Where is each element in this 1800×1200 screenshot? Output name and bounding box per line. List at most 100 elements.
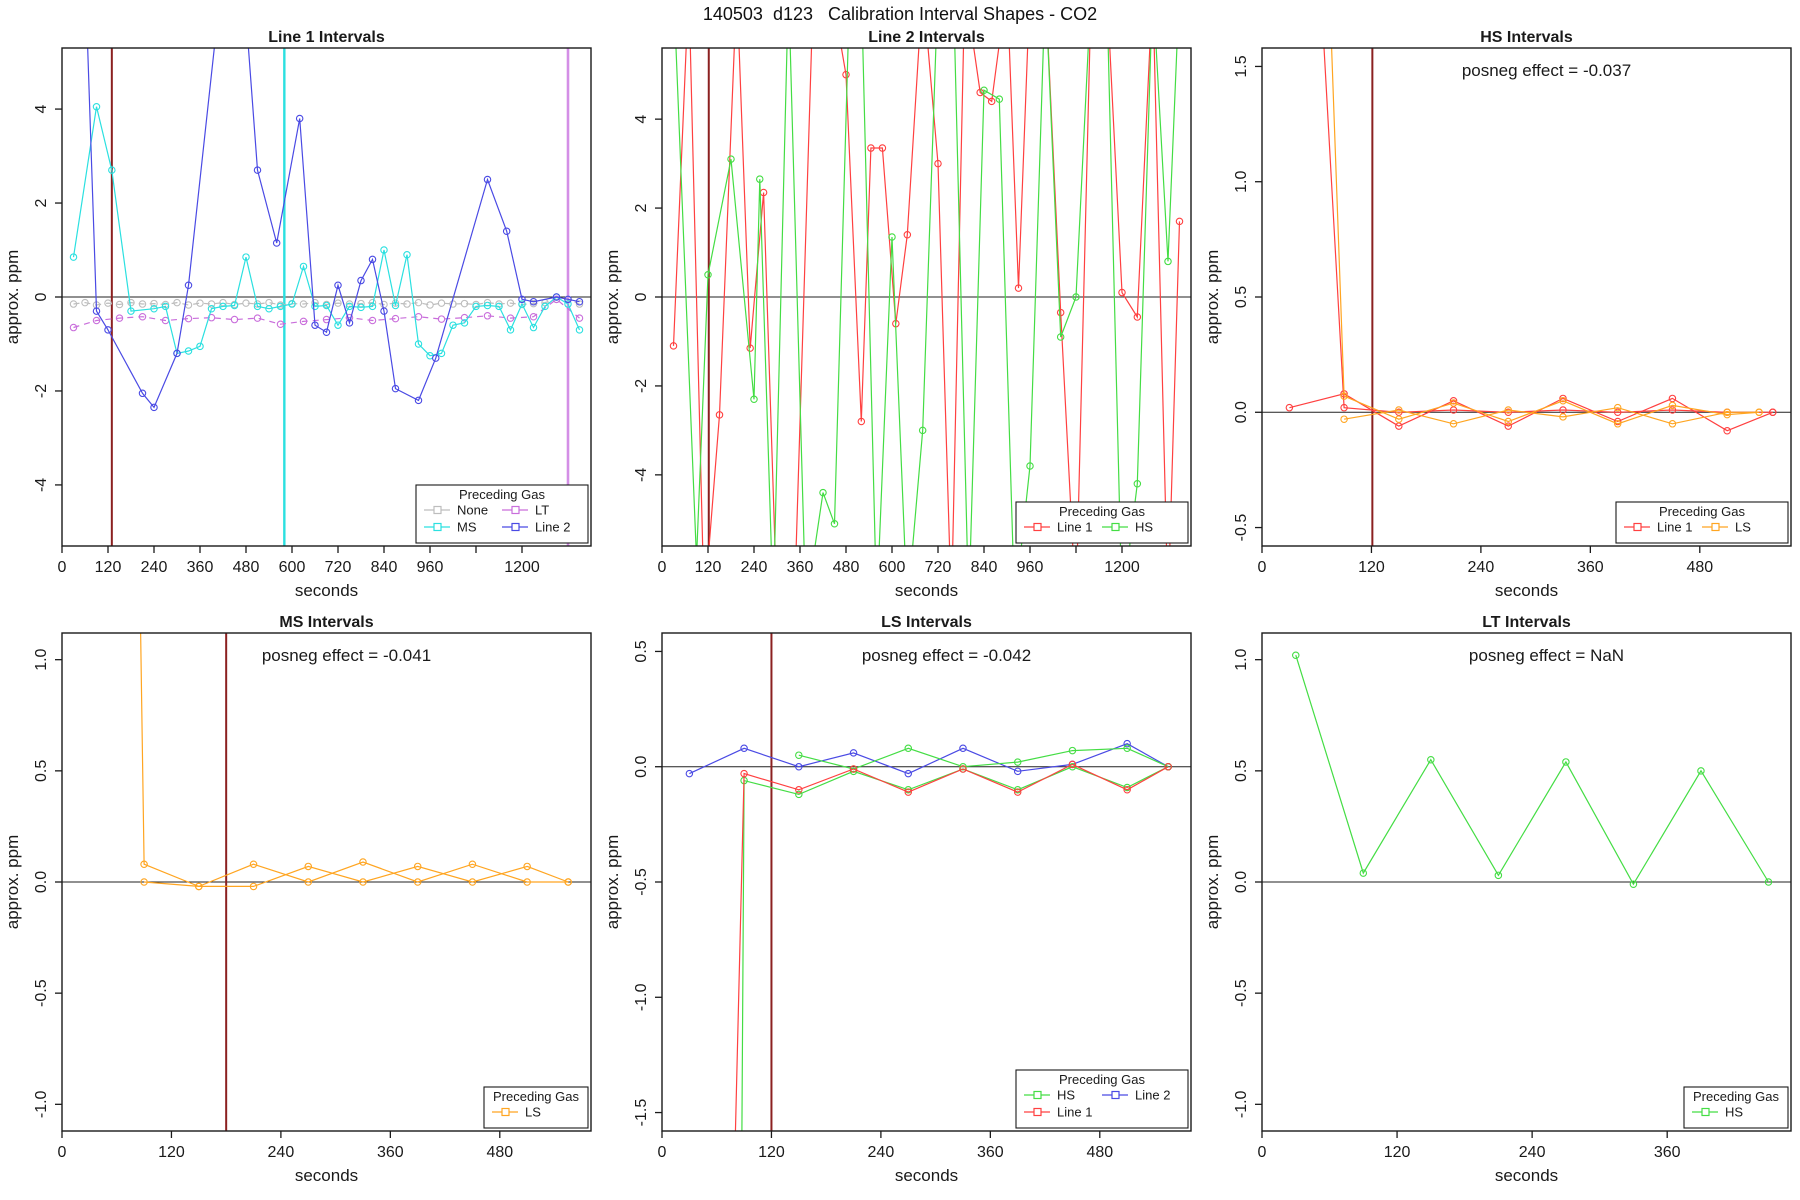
x-axis-label: seconds xyxy=(295,581,358,600)
data-point xyxy=(795,762,803,771)
data-point xyxy=(230,301,239,310)
x-tick-label: 120 xyxy=(1384,1144,1411,1161)
data-point xyxy=(414,396,423,405)
y-tick-label: 2 xyxy=(33,198,50,207)
panel-grid: Line 1 Intervals 0 120 240 360 480 600 720 840 96… xyxy=(0,30,1800,1200)
data-point xyxy=(115,300,124,309)
y-tick-label: -4 xyxy=(633,468,650,482)
data-point xyxy=(948,605,954,611)
data-point xyxy=(460,319,469,327)
data-point xyxy=(140,878,148,886)
y-axis-label: approx. ppm xyxy=(3,250,22,345)
y-tick-label: 0.5 xyxy=(1233,760,1250,782)
data-point xyxy=(575,314,584,322)
data-point xyxy=(299,300,308,308)
legend-item-label: Line 2 xyxy=(535,520,570,535)
data-point xyxy=(774,605,780,611)
data-point xyxy=(140,860,148,868)
data-point xyxy=(1011,605,1017,611)
y-tick-label: -2 xyxy=(633,379,650,393)
data-point xyxy=(842,70,850,79)
data-point xyxy=(669,342,678,350)
data-point xyxy=(249,860,258,868)
data-point xyxy=(334,281,342,290)
data-point xyxy=(249,882,258,891)
data-point xyxy=(727,155,735,163)
series-line-line-2 xyxy=(689,743,1169,775)
data-point xyxy=(502,227,511,235)
data-point xyxy=(104,299,112,307)
x-axis-label: seconds xyxy=(295,1166,358,1185)
y-tick-label: 0 xyxy=(33,292,50,301)
data-point xyxy=(253,302,262,311)
y-axis-label: approx. ppm xyxy=(603,250,622,345)
legend-symbol-marker xyxy=(433,505,442,515)
y-tick-label: 0.5 xyxy=(1233,286,1250,308)
data-point xyxy=(495,302,503,311)
data-point xyxy=(506,326,515,334)
data-point xyxy=(1013,788,1022,796)
x-tick-label: 240 xyxy=(268,1144,295,1161)
data-point xyxy=(359,878,367,886)
data-point xyxy=(1613,408,1622,417)
y-tick-label: -0.5 xyxy=(1233,979,1250,1007)
data-point xyxy=(1504,406,1513,414)
plot-content xyxy=(140,633,572,1131)
x-axis-label: seconds xyxy=(895,581,958,600)
data-point xyxy=(92,307,101,315)
data-point xyxy=(506,299,515,307)
data-point xyxy=(819,488,827,497)
x-tick-label: 720 xyxy=(925,559,952,576)
plot-content xyxy=(685,633,1172,1131)
data-point xyxy=(276,320,285,328)
data-point xyxy=(69,253,78,261)
legend-symbol-marker xyxy=(1033,1107,1042,1117)
x-tick-label: 0 xyxy=(658,1144,667,1161)
data-point xyxy=(1723,410,1731,419)
data-point xyxy=(357,276,365,285)
data-point xyxy=(1697,767,1705,775)
data-point xyxy=(460,299,469,308)
data-point xyxy=(276,302,285,311)
data-point xyxy=(437,349,446,358)
x-tick-label: 120 xyxy=(95,559,122,576)
data-point xyxy=(207,300,216,308)
data-point xyxy=(357,303,365,312)
x-tick-label: 360 xyxy=(187,559,214,576)
x-tick-label: 960 xyxy=(1017,559,1044,576)
x-tick-label: 360 xyxy=(1577,559,1604,576)
y-tick-label: -0.5 xyxy=(1233,514,1250,542)
data-point xyxy=(857,417,866,426)
data-point xyxy=(529,312,538,321)
data-point xyxy=(575,326,584,334)
series-line-hs xyxy=(675,48,1178,546)
x-axis-label: seconds xyxy=(895,1166,958,1185)
data-point xyxy=(1559,413,1567,421)
data-point xyxy=(904,788,913,796)
x-tick-label: 480 xyxy=(1686,559,1713,576)
legend-title: Preceding Gas xyxy=(1059,1072,1145,1087)
plot-content xyxy=(1292,651,1773,888)
y-tick-label: 1.0 xyxy=(33,648,50,670)
y-tick-label: 0.0 xyxy=(33,871,50,893)
data-point xyxy=(69,300,78,308)
y-tick-label: 0.0 xyxy=(1233,871,1250,893)
y-tick-label: 4 xyxy=(633,115,650,124)
data-point xyxy=(523,862,531,871)
data-point xyxy=(1056,308,1065,317)
plot-content xyxy=(1285,48,1777,546)
legend-item-label: HS xyxy=(1725,1105,1743,1120)
x-tick-label: 600 xyxy=(879,559,906,576)
legend-symbol-marker xyxy=(1033,522,1042,532)
plot-border xyxy=(61,632,592,1132)
data-point xyxy=(414,340,423,348)
series-line-hs xyxy=(741,766,1169,1131)
data-point xyxy=(575,297,584,306)
data-point xyxy=(934,159,942,168)
data-point xyxy=(81,298,89,307)
data-point xyxy=(1013,758,1022,766)
